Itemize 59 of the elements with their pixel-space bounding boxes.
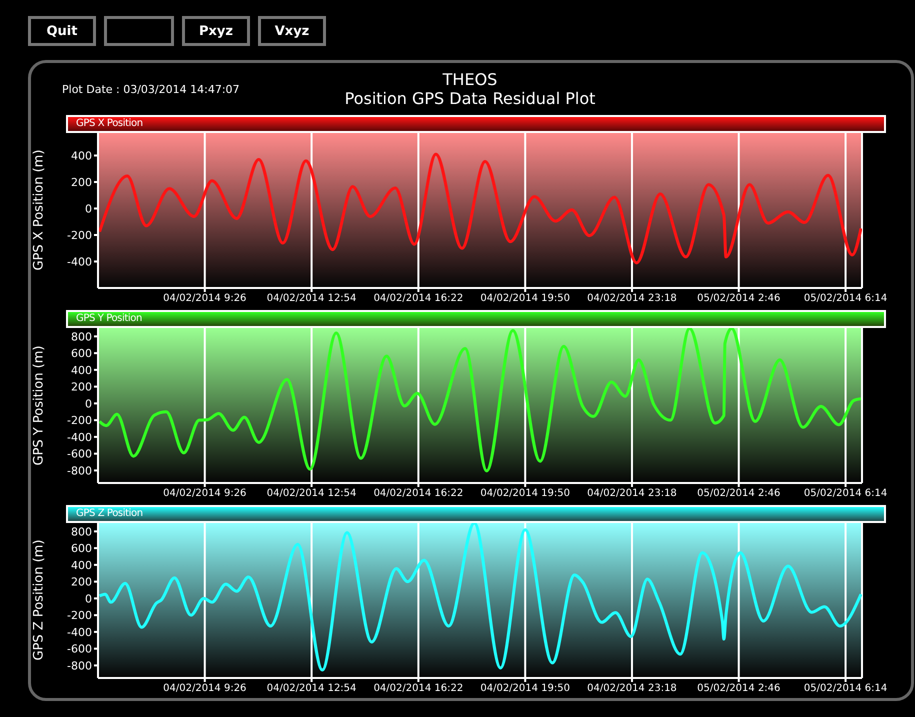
x-tick-label: 04/02/2014 16:22 (374, 683, 464, 694)
y-tick-label: 600 (71, 347, 92, 360)
y-tick-label: 400 (71, 149, 92, 162)
x-tick-label: 04/02/2014 9:26 (163, 683, 246, 694)
y-axis-title: GPS X Position (m) (32, 150, 47, 270)
line-series (98, 328, 862, 472)
x-tick-label: 05/02/2014 6:14 (804, 488, 888, 500)
chart-subtitle: Position GPS Data Residual Plot (344, 89, 596, 108)
y-tick-label: 200 (71, 576, 92, 589)
y-tick-label: 200 (71, 380, 92, 394)
y-tick-label: 800 (71, 525, 92, 538)
y-tick-label: -200 (67, 609, 92, 622)
y-tick-label: -800 (67, 659, 92, 672)
y-tick-label: 200 (71, 176, 92, 189)
chart-title: THEOS (442, 70, 498, 89)
x-tick-label: 04/02/2014 16:22 (374, 293, 464, 304)
text: Plot Date : 03/03/2014 14:47:07 (62, 83, 240, 96)
x-tick-label: 04/02/2014 19:50 (480, 683, 570, 694)
x-tick-label: 04/02/2014 9:26 (163, 293, 246, 304)
line-series (98, 152, 862, 264)
y-tick-label: 400 (71, 558, 92, 572)
y-tick-label: 0 (85, 202, 92, 216)
y-tick-label: 800 (71, 330, 92, 344)
y-tick-label: 0 (85, 397, 92, 410)
x-tick-label: 04/02/2014 9:26 (163, 488, 246, 500)
x-tick-label: 04/02/2014 12:54 (266, 293, 356, 304)
x-tick-label: 05/02/2014 6:14 (804, 293, 888, 304)
y-axis-title: GPS Z Position (m) (32, 540, 47, 660)
y-tick-label: -400 (67, 430, 92, 444)
y-tick-label: 0 (85, 592, 92, 606)
y-tick-label: -600 (67, 448, 92, 461)
text: GPS Y Position (66, 310, 886, 328)
y-tick-label: -400 (67, 255, 92, 268)
text: Pxyz (182, 16, 250, 46)
y-tick-label: -200 (67, 228, 92, 242)
y-tick-label: -600 (67, 642, 92, 656)
line-series (98, 523, 862, 672)
y-tick-label: -200 (67, 414, 92, 428)
x-tick-label: 04/02/2014 23:18 (587, 488, 677, 500)
y-tick-label: -400 (67, 626, 92, 639)
x-tick-label: 05/02/2014 2:46 (697, 488, 780, 500)
x-tick-label: 04/02/2014 19:50 (480, 488, 570, 500)
x-tick-label: 04/02/2014 12:54 (266, 683, 356, 694)
x-tick-label: 05/02/2014 2:46 (697, 683, 780, 694)
x-tick-label: 05/02/2014 2:46 (697, 293, 780, 304)
text: Quit (28, 16, 96, 46)
x-tick-label: 04/02/2014 23:18 (587, 293, 677, 304)
text: GPS X Position (66, 115, 886, 133)
y-tick-label: 600 (71, 542, 92, 556)
y-axis-title: GPS Y Position (m) (32, 346, 47, 466)
y-tick-label: 400 (71, 364, 92, 377)
x-tick-label: 04/02/2014 16:22 (374, 488, 464, 500)
y-tick-label: -800 (67, 464, 92, 478)
x-tick-label: 04/02/2014 19:50 (480, 293, 570, 304)
text: GPS Z Position (66, 505, 886, 523)
text: Vxyz (258, 16, 326, 46)
x-tick-label: 04/02/2014 12:54 (266, 488, 356, 500)
x-tick-label: 05/02/2014 6:14 (804, 683, 888, 694)
x-tick-label: 04/02/2014 23:18 (587, 683, 677, 694)
